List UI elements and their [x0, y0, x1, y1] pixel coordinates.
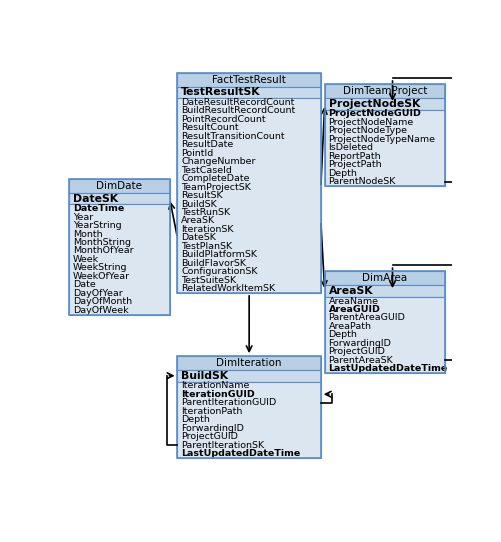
Text: AreaSK: AreaSK — [181, 216, 215, 225]
Text: DayOfWeek: DayOfWeek — [73, 306, 128, 315]
Text: DayOfYear: DayOfYear — [73, 289, 122, 298]
Text: PointId: PointId — [181, 149, 213, 158]
Text: IsDeleted: IsDeleted — [328, 143, 373, 152]
Text: YearString: YearString — [73, 221, 121, 230]
Bar — [177, 356, 320, 370]
Text: BuildSK: BuildSK — [181, 371, 228, 380]
Text: TestCaseId: TestCaseId — [181, 166, 232, 175]
Text: MonthOfYear: MonthOfYear — [73, 247, 133, 255]
Text: ProjectNodeGUID: ProjectNodeGUID — [328, 109, 421, 119]
Bar — [69, 179, 169, 314]
Text: Year: Year — [73, 212, 93, 222]
Text: AreaName: AreaName — [328, 296, 378, 306]
Text: DateTime: DateTime — [73, 204, 124, 213]
Text: ProjectGUID: ProjectGUID — [328, 347, 385, 357]
Text: ParentNodeSK: ParentNodeSK — [328, 177, 395, 186]
Bar — [177, 370, 320, 382]
Text: ParentIterationGUID: ParentIterationGUID — [181, 398, 276, 407]
Bar — [177, 87, 320, 98]
Text: DateSK: DateSK — [181, 234, 216, 242]
Text: DayOfMonth: DayOfMonth — [73, 298, 132, 306]
Text: ProjectGUID: ProjectGUID — [181, 432, 238, 441]
Text: ResultDate: ResultDate — [181, 140, 233, 149]
Bar — [69, 179, 169, 193]
Text: MonthString: MonthString — [73, 238, 131, 247]
Text: PointRecordCount: PointRecordCount — [181, 115, 266, 124]
Text: Month: Month — [73, 230, 102, 238]
Bar — [177, 73, 320, 87]
Bar — [324, 109, 444, 186]
Text: DateResultRecordCount: DateResultRecordCount — [181, 98, 294, 107]
Text: ProjectNodeName: ProjectNodeName — [328, 118, 413, 127]
Text: RelatedWorkItemSK: RelatedWorkItemSK — [181, 284, 275, 293]
Text: BuildFlavorSK: BuildFlavorSK — [181, 259, 246, 268]
Text: FactTestResult: FactTestResult — [212, 75, 286, 85]
Text: DimDate: DimDate — [96, 181, 142, 191]
Text: ResultTransitionCount: ResultTransitionCount — [181, 132, 285, 141]
Text: ForwardingID: ForwardingID — [328, 339, 391, 348]
Text: WeekOfYear: WeekOfYear — [73, 272, 130, 281]
Text: TeamProjectSK: TeamProjectSK — [181, 183, 250, 191]
Text: Week: Week — [73, 255, 99, 264]
Text: DimArea: DimArea — [362, 273, 406, 283]
Text: TestSuiteSK: TestSuiteSK — [181, 276, 236, 285]
Text: ProjectNodeTypeName: ProjectNodeTypeName — [328, 135, 435, 144]
Bar — [177, 73, 320, 293]
Bar — [324, 297, 444, 373]
Text: AreaSK: AreaSK — [328, 286, 372, 296]
Text: LastUpdatedDateTime: LastUpdatedDateTime — [328, 364, 447, 373]
Bar — [324, 85, 444, 98]
Text: IterationName: IterationName — [181, 381, 249, 390]
Text: ProjectNodeType: ProjectNodeType — [328, 126, 407, 136]
Text: Date: Date — [73, 280, 95, 289]
Text: ConfigurationSK: ConfigurationSK — [181, 267, 258, 276]
Bar — [324, 285, 444, 297]
Text: DimTeamProject: DimTeamProject — [342, 86, 426, 96]
Bar — [69, 204, 169, 314]
Text: DateSK: DateSK — [73, 193, 118, 204]
Text: Depth: Depth — [328, 169, 357, 178]
Text: TestResultSK: TestResultSK — [181, 87, 261, 98]
Bar — [324, 85, 444, 186]
Text: ParentAreaSK: ParentAreaSK — [328, 356, 393, 365]
Text: AreaPath: AreaPath — [328, 322, 371, 331]
Text: AreaGUID: AreaGUID — [328, 305, 380, 314]
Text: ResultCount: ResultCount — [181, 123, 238, 132]
Text: LastUpdatedDateTime: LastUpdatedDateTime — [181, 449, 300, 458]
Text: TestPlanSK: TestPlanSK — [181, 242, 232, 251]
Text: CompleteDate: CompleteDate — [181, 174, 249, 183]
Text: ParentIterationSK: ParentIterationSK — [181, 441, 264, 449]
Bar — [324, 272, 444, 373]
Text: IterationPath: IterationPath — [181, 406, 242, 416]
Text: TestRunSK: TestRunSK — [181, 208, 230, 217]
Text: IterationGUID: IterationGUID — [181, 390, 255, 399]
Text: ResultSK: ResultSK — [181, 191, 222, 200]
Bar — [177, 98, 320, 293]
Text: Depth: Depth — [181, 415, 210, 424]
Bar — [324, 98, 444, 109]
Text: ForwardingID: ForwardingID — [181, 424, 243, 433]
Text: Depth: Depth — [328, 331, 357, 339]
Bar — [177, 382, 320, 458]
Text: IterationSK: IterationSK — [181, 225, 233, 234]
Text: WeekString: WeekString — [73, 263, 127, 273]
Text: ChangeNumber: ChangeNumber — [181, 157, 256, 166]
Text: BuildPlatformSK: BuildPlatformSK — [181, 250, 257, 259]
Text: ProjectNodeSK: ProjectNodeSK — [328, 99, 419, 109]
Bar — [177, 356, 320, 458]
Text: ProjectPath: ProjectPath — [328, 160, 381, 169]
Text: ReportPath: ReportPath — [328, 152, 380, 161]
Bar — [324, 272, 444, 285]
Text: BuildResultRecordCount: BuildResultRecordCount — [181, 106, 295, 115]
Text: BuildSK: BuildSK — [181, 199, 216, 209]
Text: DimIteration: DimIteration — [216, 358, 282, 368]
Bar — [69, 193, 169, 204]
Text: ParentAreaGUID: ParentAreaGUID — [328, 313, 405, 322]
